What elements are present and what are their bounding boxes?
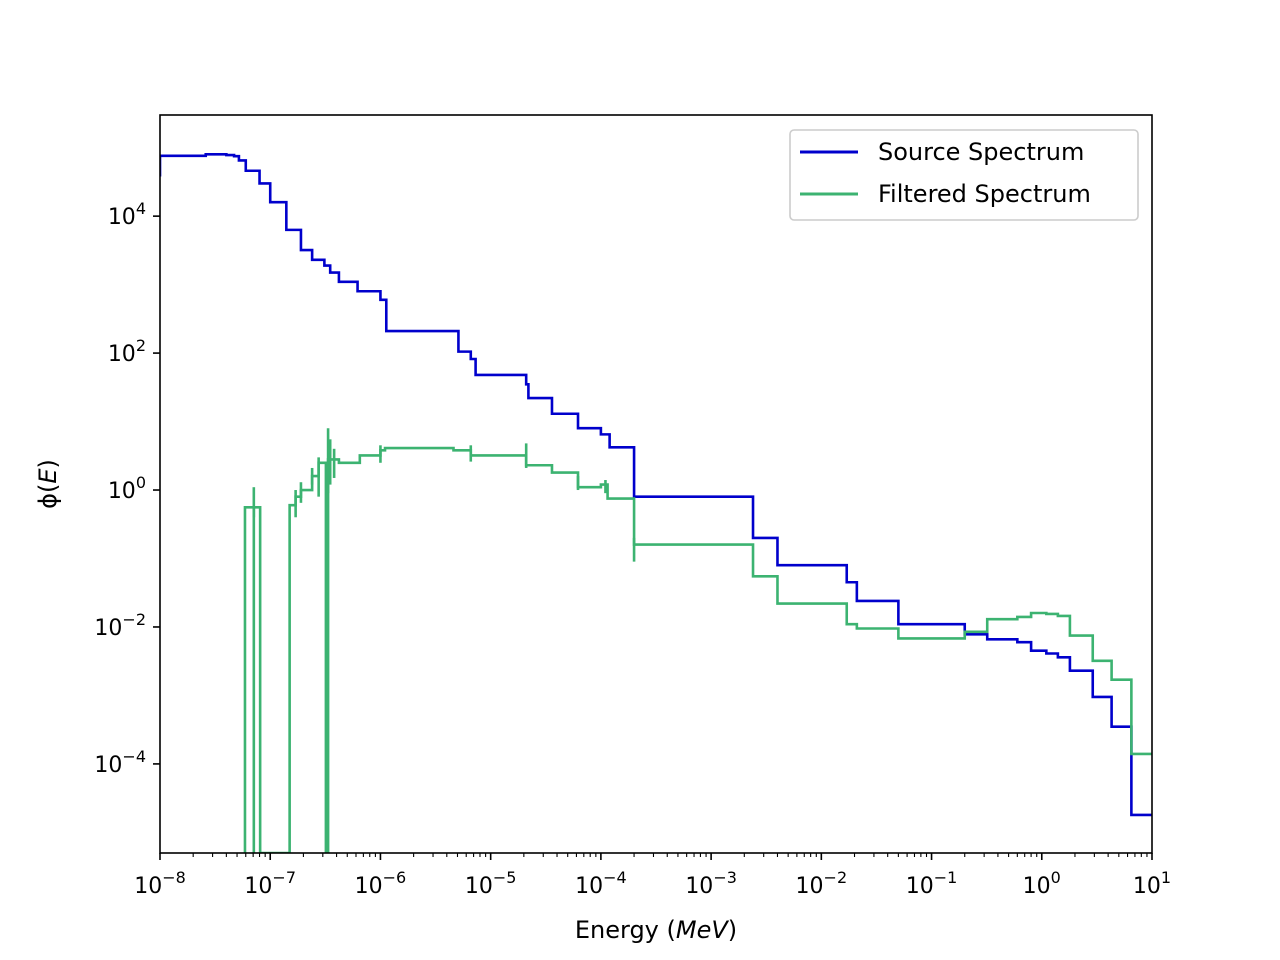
y-tick-label: 10−2 xyxy=(94,610,146,641)
axes-layer: 10−8 10−7 10−6 10−5 10−4 10−3 10−2 10−1 100 101 10… xyxy=(94,114,1171,899)
series-layer xyxy=(160,153,1152,853)
x-tick-label: 100 xyxy=(1023,868,1061,899)
x-tick-label: 10−8 xyxy=(134,868,186,899)
y-axis-label: ϕ(E) xyxy=(34,459,62,509)
x-tick-label: 10−1 xyxy=(906,868,958,899)
y-tick-label: 102 xyxy=(108,336,146,367)
y-tick-label: 104 xyxy=(108,199,146,230)
legend-label-source-spectrum: Source Spectrum xyxy=(878,138,1084,166)
x-tick-label: 10−4 xyxy=(575,868,627,899)
source-spectrum-line xyxy=(160,153,1152,817)
y-tick-label: 100 xyxy=(108,473,146,504)
x-tick-label: 101 xyxy=(1133,868,1171,899)
x-tick-label: 10−2 xyxy=(796,868,848,899)
legend: Source Spectrum Filtered Spectrum xyxy=(789,129,1139,221)
plot-frame xyxy=(159,114,1153,854)
legend-label-filtered-spectrum: Filtered Spectrum xyxy=(878,180,1091,208)
x-tick-label: 10−7 xyxy=(244,868,296,899)
x-tick-label: 10−5 xyxy=(465,868,517,899)
x-tick-label: 10−6 xyxy=(355,868,407,899)
y-tick-label: 10−4 xyxy=(94,747,146,778)
x-axis-label: Energy (MeV) xyxy=(575,916,737,944)
x-tick-label: 10−3 xyxy=(685,868,737,899)
legend-box xyxy=(789,129,1139,221)
